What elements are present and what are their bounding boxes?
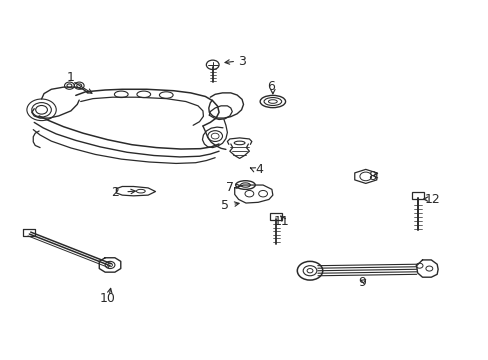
Text: 9: 9	[357, 276, 365, 289]
Text: 10: 10	[100, 292, 115, 305]
Text: 4: 4	[255, 163, 263, 176]
Text: 12: 12	[424, 193, 440, 206]
Text: 5: 5	[221, 199, 228, 212]
Text: 8: 8	[367, 170, 375, 183]
Text: 3: 3	[238, 55, 245, 68]
Text: 1: 1	[67, 71, 75, 84]
Bar	[411, 192, 424, 199]
Text: 11: 11	[273, 215, 288, 228]
Text: 2: 2	[111, 186, 119, 199]
Bar	[270, 213, 282, 220]
Text: 7: 7	[225, 181, 233, 194]
Text: 6: 6	[267, 80, 275, 93]
